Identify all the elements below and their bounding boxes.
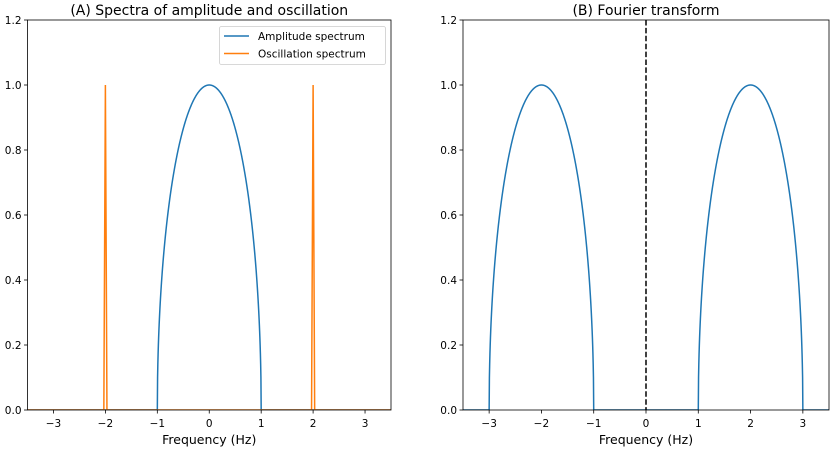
x-tick-label: −1: [586, 418, 601, 430]
axes-frame: [462, 19, 830, 411]
x-tick-label: 3: [362, 418, 369, 430]
plot-area: [27, 84, 391, 410]
plot-area: [463, 20, 829, 410]
x-tick-label: 0: [206, 418, 213, 430]
y-tick-label: 0.8: [440, 145, 457, 157]
x-tick-label: 2: [747, 418, 754, 430]
series-line-1: [463, 84, 829, 410]
x-tick-label: 1: [258, 418, 265, 430]
chart-title: (A) Spectra of amplitude and oscillation: [70, 3, 348, 19]
x-axis-label: Frequency (Hz): [162, 432, 256, 447]
x-axis-label: Frequency (Hz): [599, 432, 693, 447]
y-tick-label: 0.0: [5, 405, 22, 417]
y-tick-label: 0.0: [440, 405, 457, 417]
y-tick-label: 1.0: [5, 80, 22, 92]
legend-box: [219, 26, 386, 65]
series-line-2: [27, 84, 391, 410]
y-tick-label: 0.4: [440, 275, 457, 287]
panel-b: (B) Fourier transform Frequency (Hz) −3 −2 −…: [440, 3, 830, 447]
chart-title: (B) Fourier transform: [572, 3, 719, 19]
x-tick-label: 1: [695, 418, 702, 430]
x-tick-label: 2: [310, 418, 317, 430]
x-tick-label: −1: [150, 418, 165, 430]
y-tick-label: 0.6: [5, 210, 22, 222]
x-tick-label: 3: [800, 418, 807, 430]
y-tick-label: 0.6: [440, 210, 457, 222]
x-tick-label: −2: [534, 418, 549, 430]
y-tick-label: 0.8: [5, 145, 22, 157]
x-tick-label: −3: [481, 418, 496, 430]
legend: Amplitude spectrum Oscillation spectrum: [219, 26, 386, 65]
legend-entry: Amplitude spectrum: [258, 31, 365, 43]
axes-frame: [27, 19, 392, 411]
series-line-1: [27, 84, 391, 410]
x-tick-label: −2: [98, 418, 113, 430]
y-tick-label: 0.4: [5, 275, 22, 287]
y-tick-label: 1.2: [5, 15, 22, 27]
y-tick-label: 0.2: [5, 340, 22, 352]
y-tick-label: 1.0: [440, 80, 457, 92]
legend-entry: Oscillation spectrum: [258, 49, 366, 61]
x-tick-label: 0: [643, 418, 650, 430]
y-tick-label: 1.2: [440, 15, 457, 27]
panel-a: (A) Spectra of amplitude and oscillation…: [5, 3, 392, 447]
y-tick-label: 0.2: [440, 340, 457, 352]
x-tick-label: −3: [46, 418, 61, 430]
